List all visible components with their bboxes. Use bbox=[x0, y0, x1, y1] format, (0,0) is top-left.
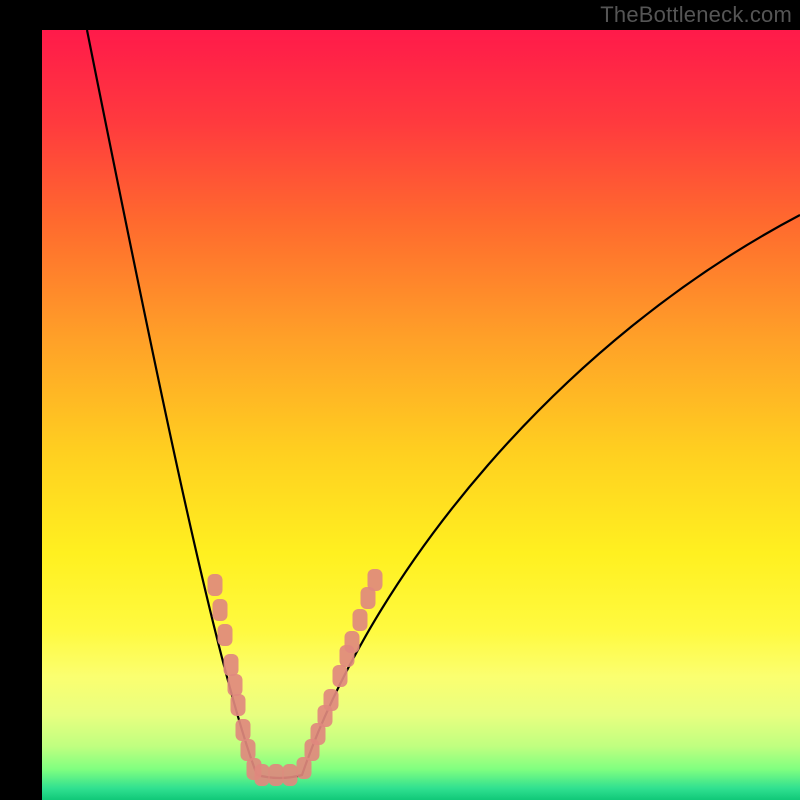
data-marker bbox=[269, 764, 284, 786]
data-marker bbox=[255, 764, 270, 786]
data-marker bbox=[345, 631, 360, 653]
watermark-text: TheBottleneck.com bbox=[600, 2, 792, 28]
data-marker bbox=[224, 654, 239, 676]
data-marker bbox=[231, 694, 246, 716]
gradient-background bbox=[42, 30, 800, 800]
data-marker bbox=[353, 609, 368, 631]
data-marker bbox=[218, 624, 233, 646]
data-marker bbox=[333, 665, 348, 687]
data-marker bbox=[368, 569, 383, 591]
data-marker bbox=[241, 739, 256, 761]
data-marker bbox=[283, 764, 298, 786]
data-marker bbox=[324, 689, 339, 711]
bottleneck-chart bbox=[42, 30, 800, 800]
data-marker bbox=[213, 599, 228, 621]
data-marker bbox=[228, 674, 243, 696]
data-marker bbox=[208, 574, 223, 596]
chart-svg bbox=[42, 30, 800, 800]
data-marker bbox=[236, 719, 251, 741]
